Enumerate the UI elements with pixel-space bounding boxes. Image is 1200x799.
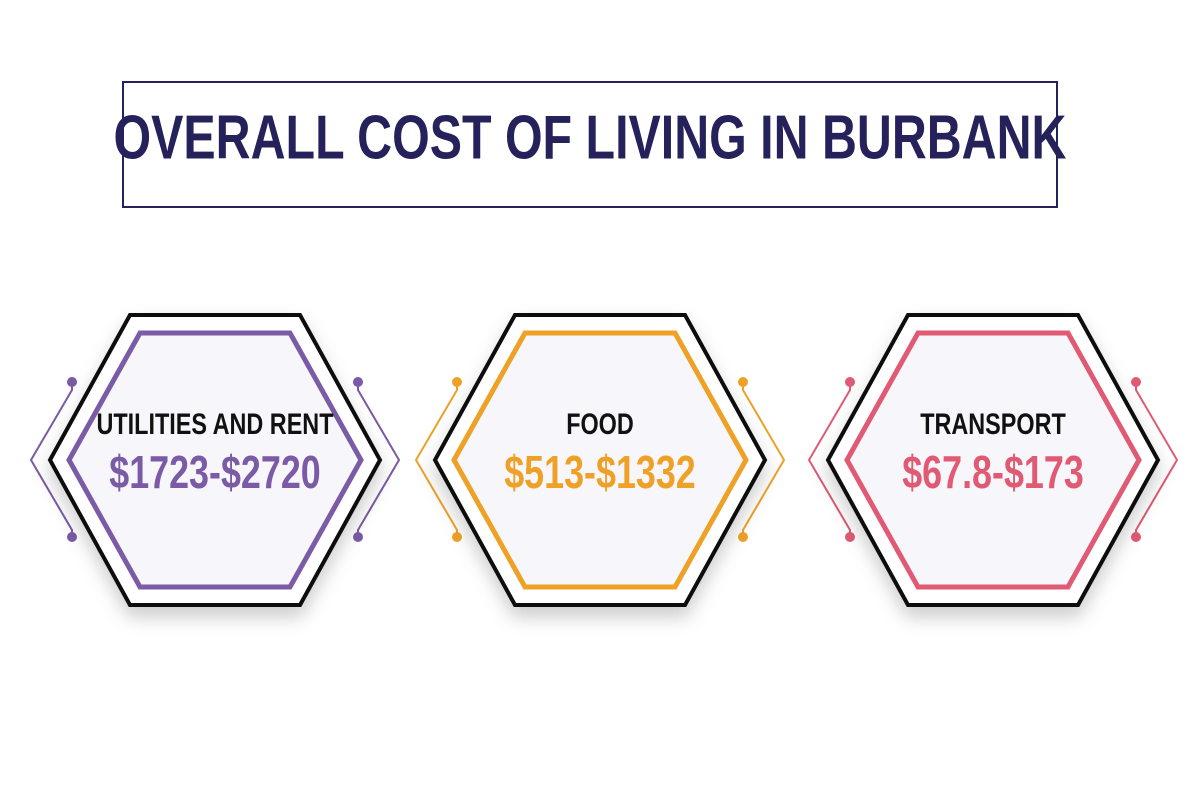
side-dot	[1131, 377, 1141, 387]
side-dot	[452, 532, 462, 542]
card-range: $67.8-$173	[902, 446, 1084, 498]
hexagon-inner	[844, 330, 1142, 590]
card-range: $1723-$2720	[109, 446, 321, 498]
card-range: $513-$1332	[504, 446, 696, 498]
side-dot	[845, 532, 855, 542]
side-dot	[67, 532, 77, 542]
card-label: UTILITIES AND RENT	[96, 408, 333, 441]
side-dot	[353, 532, 363, 542]
hexagon-inner	[451, 330, 749, 590]
side-dot	[738, 377, 748, 387]
title-box	[122, 81, 1058, 208]
side-dot	[845, 377, 855, 387]
title: OVERALL COST OF LIVING IN BURBANK	[114, 103, 1067, 172]
side-dot	[353, 377, 363, 387]
side-dot	[738, 532, 748, 542]
hexagon-inner	[66, 330, 364, 590]
card-label: FOOD	[566, 408, 634, 441]
card-label: TRANSPORT	[920, 408, 1066, 441]
side-dot	[452, 377, 462, 387]
side-dot	[67, 377, 77, 387]
side-dot	[1131, 532, 1141, 542]
